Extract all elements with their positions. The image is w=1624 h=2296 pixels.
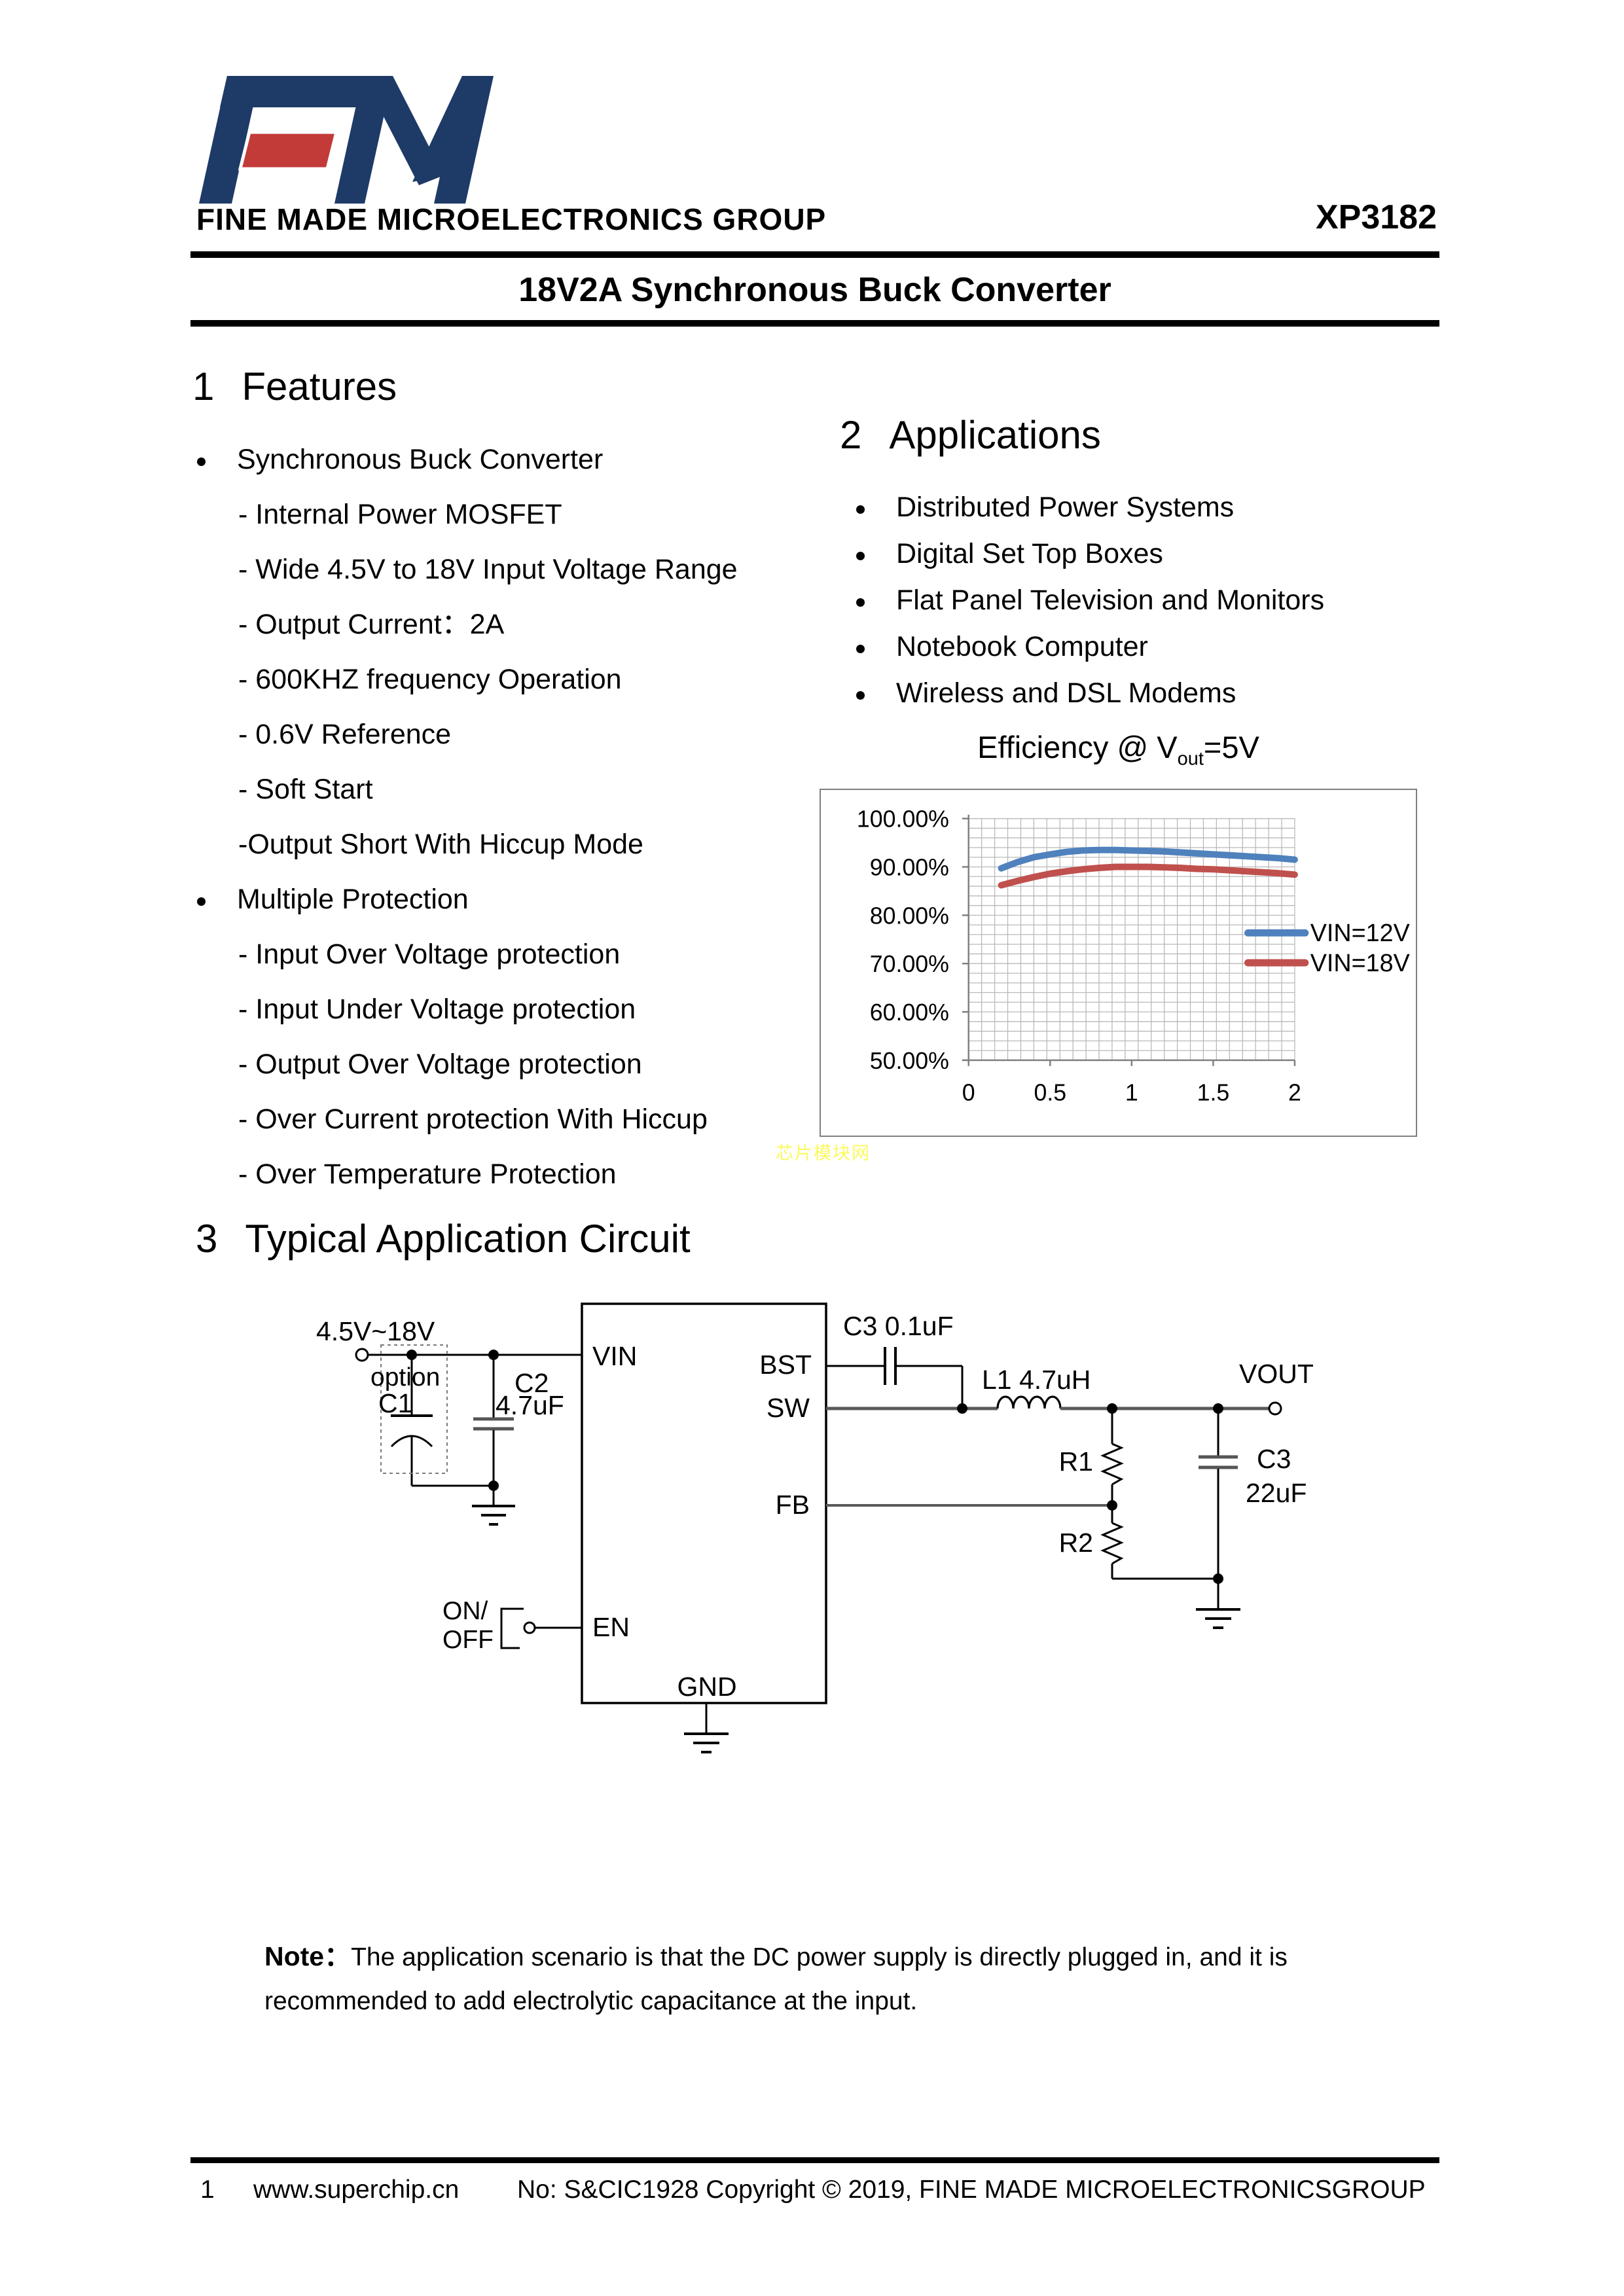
pin-gnd-label: GND xyxy=(677,1672,736,1702)
bullet-icon xyxy=(856,645,865,653)
svg-text:0: 0 xyxy=(962,1079,975,1105)
circuit-number: 3 xyxy=(196,1217,218,1261)
list-item: - Input Over Voltage protection xyxy=(238,939,621,970)
r1-label: R1 xyxy=(1059,1446,1093,1477)
company-name: FINE MADE MICROELECTRONICS GROUP xyxy=(196,202,827,236)
document-title: 18V2A Synchronous Buck Converter xyxy=(518,271,1111,309)
pin-vin-label: VIN xyxy=(592,1341,637,1371)
bullet-icon xyxy=(856,691,865,700)
svg-text:90.00%: 90.00% xyxy=(870,854,949,880)
svg-text:2: 2 xyxy=(1288,1079,1301,1105)
bullet-icon xyxy=(856,552,865,560)
note-label: Note： xyxy=(264,1941,352,1971)
pin-bst-label: BST xyxy=(759,1350,812,1380)
list-item: - 600KHZ frequency Operation xyxy=(238,664,622,695)
supply-range-label: 4.5V~18V xyxy=(316,1316,435,1346)
c3-out-value-label: 22uF xyxy=(1246,1478,1307,1508)
list-item: Distributed Power Systems xyxy=(856,484,1324,531)
chart-canvas: 100.00% 90.00% 80.00% 70.00% 60.00% 50.00% 0 0.… xyxy=(857,806,1410,1106)
application-circuit-schematic: 4.5V~18V option C1 C2 4.7uF VIN BST SW F… xyxy=(316,1302,1314,1753)
en-switch-terminal xyxy=(523,1621,536,1634)
svg-text:70.00%: 70.00% xyxy=(870,951,949,977)
c2-label: C2 xyxy=(514,1368,549,1398)
vout-terminal xyxy=(1268,1401,1282,1416)
logo-red-accent xyxy=(238,130,339,171)
list-item: - Soft Start xyxy=(238,774,373,805)
list-item: - Wide 4.5V to 18V Input Voltage Range xyxy=(238,554,738,585)
header-rule-bottom xyxy=(190,320,1439,327)
chart-title: Efficiency @ Vout=5V xyxy=(977,730,1259,770)
c1-label: C1 xyxy=(378,1388,412,1418)
list-item: - Internal Power MOSFET xyxy=(238,499,562,530)
list-item: Wireless and DSL Modems xyxy=(856,670,1324,717)
bullet-icon xyxy=(197,457,206,466)
list-item: Digital Set Top Boxes xyxy=(856,531,1324,577)
option-label: option xyxy=(370,1363,440,1391)
c2-value-label: 4.7uF xyxy=(496,1390,564,1420)
svg-text:VIN=18V: VIN=18V xyxy=(1310,949,1410,977)
pin-sw-label: SW xyxy=(767,1393,810,1423)
part-number: XP3182 xyxy=(1315,198,1437,236)
svg-text:50.00%: 50.00% xyxy=(870,1048,949,1074)
footer-website: www.superchip.cn xyxy=(253,2176,460,2204)
list-item: Flat Panel Television and Monitors xyxy=(856,577,1324,624)
page-number: 1 xyxy=(200,2176,215,2204)
pin-fb-label: FB xyxy=(776,1490,810,1520)
efficiency-chart: 100.00% 90.00% 80.00% 70.00% 60.00% 50.00% 0 0.… xyxy=(820,789,1417,1137)
list-item: - 0.6V Reference xyxy=(238,719,452,750)
circuit-heading: 3 Typical Application Circuit xyxy=(196,1216,691,1261)
pin-en-label: EN xyxy=(592,1612,630,1642)
bullet-icon xyxy=(856,598,865,607)
l1-label: L1 4.7uH xyxy=(982,1365,1091,1395)
vout-label: VOUT xyxy=(1239,1359,1314,1389)
footer-rule xyxy=(190,2157,1439,2163)
list-item: - Input Under Voltage protection xyxy=(238,994,636,1025)
list-item: Synchronous Buck Converter xyxy=(197,432,738,487)
c3-bst-label: C3 0.1uF xyxy=(843,1311,954,1341)
c3-out-label: C3 xyxy=(1257,1444,1291,1474)
svg-text:80.00%: 80.00% xyxy=(870,903,949,929)
applications-number: 2 xyxy=(840,413,862,457)
input-terminal xyxy=(355,1348,369,1362)
bullet-icon xyxy=(197,897,206,906)
svg-text:100.00%: 100.00% xyxy=(857,806,949,833)
switch-on-label: ON/ xyxy=(442,1597,488,1625)
bullet-icon xyxy=(856,505,865,514)
footer-copyright: No: S&CIC1928 Copyright © 2019, FINE MAD… xyxy=(517,2176,1426,2204)
applications-title: Applications xyxy=(889,413,1101,457)
features-list: Synchronous Buck Converter - Internal Po… xyxy=(197,432,738,1202)
svg-text:1: 1 xyxy=(1125,1079,1138,1105)
watermark: 芯片模块网 xyxy=(776,1143,871,1163)
switch-off-label: OFF xyxy=(442,1626,494,1654)
header-rule-top xyxy=(190,251,1439,258)
list-item: - Output Current：2A xyxy=(238,609,505,640)
list-item: - Output Over Voltage protection xyxy=(238,1049,642,1080)
r2-label: R2 xyxy=(1059,1528,1093,1558)
svg-text:VIN=12V: VIN=12V xyxy=(1310,919,1410,946)
circuit-title: Typical Application Circuit xyxy=(245,1217,691,1261)
list-item: Multiple Protection xyxy=(197,872,738,927)
list-item: - Over Temperature Protection xyxy=(238,1158,617,1190)
applications-list: Distributed Power Systems Digital Set To… xyxy=(856,484,1324,717)
svg-text:0.5: 0.5 xyxy=(1034,1079,1066,1105)
svg-text:60.00%: 60.00% xyxy=(870,999,949,1026)
features-title: Features xyxy=(242,365,397,408)
features-heading: 1 Features xyxy=(192,364,397,409)
svg-text:1.5: 1.5 xyxy=(1197,1079,1230,1105)
chart-title-subscript: out xyxy=(1177,748,1204,770)
list-item: Notebook Computer xyxy=(856,624,1324,670)
features-number: 1 xyxy=(192,365,215,408)
list-item: -Output Short With Hiccup Mode xyxy=(238,829,643,860)
note-text: Note：The application scenario is that th… xyxy=(264,1941,1288,2015)
option-box xyxy=(380,1344,448,1474)
list-item: - Over Current protection With Hiccup xyxy=(238,1103,708,1135)
applications-heading: 2 Applications xyxy=(840,412,1101,457)
fm-logo-icon xyxy=(199,76,494,204)
